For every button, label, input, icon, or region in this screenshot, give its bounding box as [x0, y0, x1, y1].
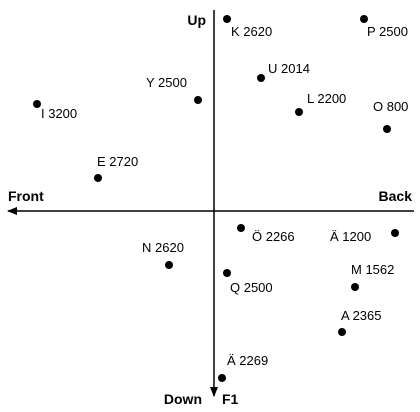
point-label: K 2620 — [231, 24, 272, 39]
point-k: K 2620 — [223, 15, 272, 39]
point-label: Y 2500 — [146, 75, 187, 90]
point-marker — [223, 269, 231, 277]
point-l: L 2200 — [295, 91, 346, 116]
point-o: O 800 — [373, 99, 408, 133]
point-label: M 1562 — [351, 262, 394, 277]
point-marker — [351, 283, 359, 291]
point-label: O 800 — [373, 99, 408, 114]
point-label: I 3200 — [41, 106, 77, 121]
point-label: N 2620 — [142, 240, 184, 255]
point-label: U 2014 — [268, 61, 310, 76]
point-marker — [338, 328, 346, 336]
point-e: E 2720 — [94, 154, 138, 182]
point-i: I 3200 — [33, 100, 77, 121]
point-label: Q 2500 — [230, 280, 273, 295]
point-label: Ä 1200 — [330, 229, 371, 244]
point-a: A 2365 — [338, 308, 382, 336]
points-layer: K 2620 P 2500 U 2014 Y 2500 L 2200 I 320… — [33, 15, 408, 382]
point-a-umlaut-1200: Ä 1200 — [330, 229, 399, 244]
point-m: M 1562 — [351, 262, 394, 291]
point-label: A 2365 — [341, 308, 382, 323]
point-marker — [94, 174, 102, 182]
point-o-umlaut: Ö 2266 — [237, 224, 295, 244]
point-marker — [257, 74, 265, 82]
point-q: Q 2500 — [223, 269, 273, 295]
point-marker — [218, 374, 226, 382]
point-label: L 2200 — [307, 91, 346, 106]
point-marker — [391, 229, 399, 237]
point-marker — [165, 261, 173, 269]
point-label: Ö 2266 — [252, 229, 295, 244]
point-label: Ä 2269 — [227, 353, 268, 368]
point-u: U 2014 — [257, 61, 310, 82]
point-a-umlaut-2269: Ä 2269 — [218, 353, 268, 382]
point-marker — [383, 125, 391, 133]
point-marker — [223, 15, 231, 23]
axis-label-down: Down — [164, 391, 202, 407]
axis-label-up: Up — [187, 12, 206, 28]
point-marker — [237, 224, 245, 232]
axis-label-front: Front — [8, 188, 44, 204]
point-n: N 2620 — [142, 240, 184, 269]
axis-label-back: Back — [379, 188, 413, 204]
point-y: Y 2500 — [146, 75, 202, 104]
axis-label-f1: F1 — [222, 391, 239, 407]
point-marker — [33, 100, 41, 108]
point-marker — [360, 15, 368, 23]
point-marker — [194, 96, 202, 104]
point-marker — [295, 108, 303, 116]
point-label: E 2720 — [97, 154, 138, 169]
point-p: P 2500 — [360, 15, 408, 39]
point-label: P 2500 — [367, 24, 408, 39]
